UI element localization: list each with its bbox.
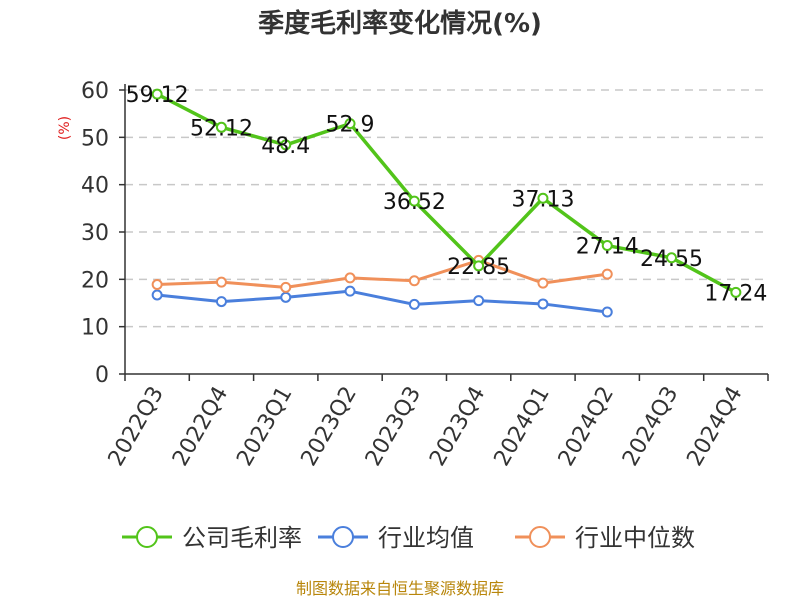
data-point bbox=[537, 298, 549, 310]
data-point bbox=[537, 192, 549, 204]
y-tick-label: 10 bbox=[81, 316, 109, 341]
series-layer bbox=[151, 88, 742, 318]
data-point bbox=[151, 289, 163, 301]
legend-label: 行业均值 bbox=[378, 524, 474, 552]
x-tick-label: 2023Q3 bbox=[361, 382, 426, 470]
y-tick-label: 30 bbox=[81, 221, 109, 246]
x-tick-label: 2024Q2 bbox=[554, 382, 619, 470]
data-label: 52.9 bbox=[326, 113, 375, 138]
legend-label: 公司毛利率 bbox=[182, 524, 302, 552]
series-line-0 bbox=[156, 92, 737, 294]
data-point bbox=[408, 275, 420, 287]
data-point bbox=[408, 195, 420, 207]
x-tick-label: 2022Q4 bbox=[168, 382, 233, 470]
data-label: 27.14 bbox=[576, 235, 639, 260]
legend: 公司毛利率 行业均值 行业中位数 bbox=[122, 524, 695, 552]
y-tick-label: 50 bbox=[81, 126, 109, 151]
x-tick-label: 2024Q4 bbox=[682, 382, 747, 470]
series-line-2 bbox=[157, 258, 608, 289]
data-point bbox=[408, 298, 420, 310]
data-point bbox=[344, 285, 356, 297]
data-point bbox=[280, 139, 292, 151]
data-point bbox=[601, 240, 613, 252]
source-note: 制图数据来自恒生聚源数据库 bbox=[296, 579, 504, 598]
data-point bbox=[215, 276, 227, 288]
data-point bbox=[344, 118, 356, 130]
data-point bbox=[344, 272, 356, 284]
y-tick-label: 40 bbox=[81, 174, 109, 199]
y-tick-label: 20 bbox=[81, 268, 109, 293]
data-label: 36.52 bbox=[383, 190, 446, 215]
data-point bbox=[151, 88, 163, 100]
legend-label: 行业中位数 bbox=[575, 524, 695, 552]
y-tick-label: 60 bbox=[81, 79, 109, 104]
legend-marker bbox=[332, 526, 354, 548]
x-tick-label: 2023Q2 bbox=[297, 382, 362, 470]
data-point bbox=[215, 121, 227, 133]
data-point bbox=[601, 306, 613, 318]
chart-title: 季度毛利率变化情况(%) bbox=[258, 8, 542, 39]
data-label: 37.13 bbox=[511, 187, 574, 212]
data-point bbox=[151, 279, 163, 291]
data-point bbox=[215, 296, 227, 308]
x-tick-label: 2024Q1 bbox=[490, 382, 555, 470]
data-label: 22.85 bbox=[447, 255, 510, 280]
data-point bbox=[473, 260, 485, 272]
x-tick-label: 2023Q4 bbox=[425, 382, 490, 470]
data-point bbox=[730, 286, 742, 298]
data-label: 48.4 bbox=[261, 134, 310, 159]
data-point bbox=[601, 268, 613, 280]
data-label: 24.55 bbox=[640, 247, 703, 272]
x-tick-label: 2024Q3 bbox=[618, 382, 683, 470]
y-tick-label: 0 bbox=[95, 363, 109, 388]
data-point bbox=[473, 295, 485, 307]
x-tick-label: 2022Q3 bbox=[104, 382, 169, 470]
y-axis-label: (%) bbox=[57, 116, 73, 140]
data-point bbox=[280, 291, 292, 303]
grid-lines bbox=[125, 89, 768, 328]
data-label: 59.12 bbox=[126, 83, 189, 108]
x-tick-label: 2023Q1 bbox=[232, 382, 297, 470]
legend-marker bbox=[136, 526, 158, 548]
data-point bbox=[537, 277, 549, 289]
data-point bbox=[280, 281, 292, 293]
series-line-1 bbox=[156, 289, 608, 314]
data-label: 52.12 bbox=[190, 116, 253, 141]
data-label: 17.24 bbox=[704, 281, 767, 306]
legend-marker bbox=[529, 526, 551, 548]
data-point bbox=[666, 252, 678, 264]
